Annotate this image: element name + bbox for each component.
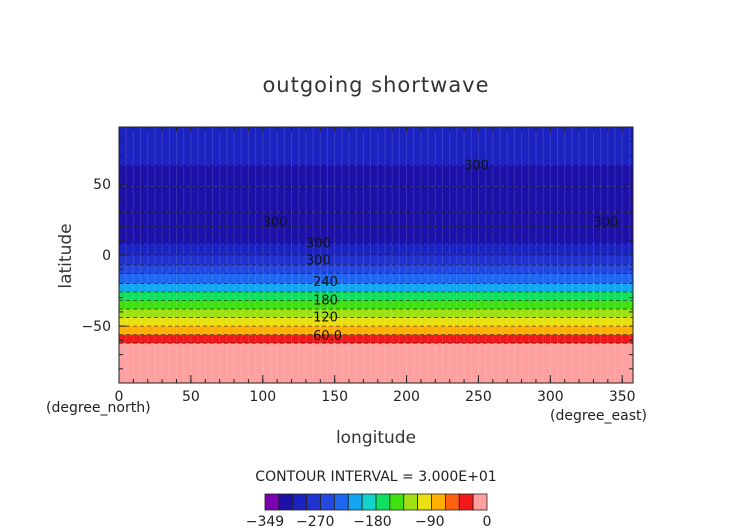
- contour-label-5: 240: [313, 275, 338, 290]
- colorbar-swatch: [389, 493, 405, 511]
- colorbar-swatch: [306, 493, 321, 511]
- x-tick-label: 100: [249, 389, 276, 405]
- y-axis-label: latitude: [56, 223, 76, 288]
- y-unit-label: (degree_north): [46, 400, 151, 416]
- colorbar-swatch: [417, 493, 432, 511]
- colorbar-swatch: [431, 493, 446, 511]
- x-tick-label: 0: [115, 389, 124, 405]
- x-tick-label: 50: [182, 389, 200, 405]
- colorbar-swatch: [347, 493, 363, 511]
- lat-band-5: [119, 300, 633, 310]
- colorbar-tick-label: −270: [296, 514, 334, 530]
- contour-label-7: 120: [313, 311, 338, 326]
- y-tick-label: 50: [93, 177, 111, 193]
- colorbar-tick-label: −349: [246, 514, 284, 530]
- contour-label-0: 300: [464, 158, 489, 173]
- contour-labels: 300 300 300 300 300 240 180 120 60.0: [263, 158, 619, 344]
- x-tick-label: 250: [465, 389, 492, 405]
- x-tick-label: 300: [537, 389, 564, 405]
- colorbar-tick-label: 0: [483, 514, 492, 530]
- colorbar-swatch: [444, 493, 460, 511]
- axes: 0 50 100 150 200 250 300 350 −50 0 50: [81, 126, 636, 405]
- x-tick-label: 200: [393, 389, 420, 405]
- lat-band-16: [119, 127, 633, 166]
- contour-label-6: 180: [313, 294, 338, 309]
- colorbar-swatch: [472, 493, 488, 511]
- lat-band-10: [119, 255, 633, 265]
- lat-band-0: [119, 343, 633, 383]
- lat-band-6: [119, 291, 633, 301]
- lat-band-3: [119, 317, 633, 327]
- contour-label-3: 300: [306, 237, 331, 252]
- colorbar-swatch: [458, 493, 474, 511]
- lat-band-4: [119, 309, 633, 318]
- colorbar-swatch: [333, 493, 349, 511]
- colorbar-swatch: [361, 493, 377, 511]
- colorbar-tick-label: −90: [415, 514, 445, 530]
- contour-lines: [119, 164, 633, 344]
- lat-band-2: [119, 326, 633, 335]
- lat-band-8: [119, 273, 633, 284]
- colorbar-swatch: [375, 493, 391, 511]
- contour-label-4: 300: [306, 254, 331, 269]
- plot-area: [118, 127, 633, 383]
- colorbar-swatch: [403, 493, 419, 511]
- contour-label-8: 60.0: [313, 329, 342, 344]
- x-tick-label: 150: [321, 389, 348, 405]
- colorbar-swatch: [278, 493, 294, 511]
- lat-band-15: [119, 165, 633, 187]
- lat-band-14: [119, 186, 633, 213]
- x-axis-label: longitude: [336, 428, 416, 448]
- contour-label-2: 300: [593, 215, 618, 230]
- lat-band-7: [119, 283, 633, 292]
- x-unit-label: (degree_east): [550, 408, 647, 424]
- lat-band-1: [119, 334, 633, 344]
- lat-band-13: [119, 212, 633, 227]
- lat-band-12: [119, 226, 633, 244]
- lat-band-11: [119, 243, 633, 255]
- contour-interval-text: CONTOUR INTERVAL = 3.000E+01: [255, 469, 496, 485]
- y-tick-label: −50: [81, 319, 111, 335]
- lat-band-9: [119, 264, 633, 274]
- colorbar-swatch: [292, 493, 308, 511]
- colorbar-swatch: [264, 493, 280, 511]
- colorbar-swatch: [320, 493, 335, 511]
- x-tick-label: 350: [609, 389, 636, 405]
- y-tick-label: 0: [102, 248, 111, 264]
- chart-title: outgoing shortwave: [262, 73, 489, 97]
- contour-label-1: 300: [263, 215, 288, 230]
- colorbar-tick-label: −180: [353, 514, 391, 530]
- colorbar: −349 −270 −180 −90 0: [246, 493, 492, 530]
